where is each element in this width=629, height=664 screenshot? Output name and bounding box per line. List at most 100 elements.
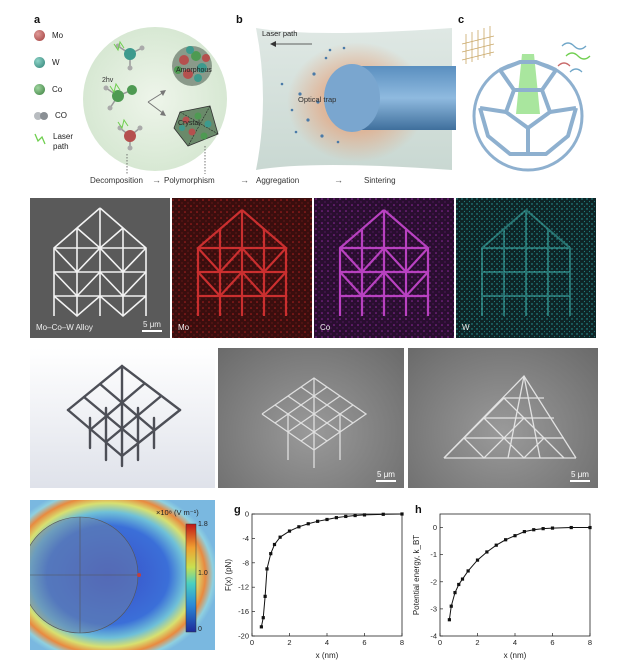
colorbar-tick-mid: 1.0 (198, 570, 208, 577)
svg-text:Laser path: Laser path (262, 29, 297, 38)
x-tick-label: 4 (513, 638, 517, 647)
data-point (259, 625, 263, 629)
flow-polymorphism: Polymorphism (164, 176, 215, 185)
colorbar-tick-min: 0 (198, 626, 202, 633)
map-label: Mo (178, 323, 190, 332)
data-point (447, 618, 451, 622)
chart-h: 0 2 4 6 8 0 -1 -2 -3 -4 x (nm) Potential energy, k_… (410, 500, 600, 662)
data-point (513, 534, 517, 538)
data-point (400, 512, 404, 516)
amorphous-cluster (172, 46, 212, 86)
data-point (261, 616, 265, 620)
y-axis-title: Potential energy, k_BT (412, 535, 421, 615)
field-map: ×10⁸ (V m⁻¹) 1.8 1.0 0 (30, 500, 215, 650)
data-point (466, 569, 470, 573)
eds-map-mo: Mo (172, 198, 312, 338)
pyramid-sem-side (443, 374, 577, 459)
panel-label-g: g (234, 504, 241, 516)
series-line (260, 513, 403, 627)
panel-label-c: c (458, 14, 465, 26)
data-point (297, 525, 301, 529)
w-distribution-image (456, 198, 596, 338)
legend-label: Mo (52, 31, 64, 40)
pyramid-lattice-cad (66, 364, 182, 468)
data-point (522, 530, 526, 534)
plot-frame (251, 513, 403, 637)
crystal-cluster (173, 105, 219, 147)
data-point (306, 522, 310, 526)
data-point (287, 529, 292, 533)
flow-arrow-icon: → (240, 175, 249, 185)
cad-model-view (30, 348, 215, 488)
data-point (269, 552, 273, 556)
data-point (325, 517, 329, 522)
legend-label: CO (55, 111, 67, 120)
data-point (494, 543, 498, 547)
flow-arrow-icon: → (334, 175, 343, 185)
scale-bar: 5 μm (376, 470, 396, 482)
data-point (485, 550, 489, 554)
x-tick-label: 4 (325, 638, 329, 647)
flow-aggregation: Aggregation (256, 176, 300, 185)
potential-chart: 0 2 4 6 8 0 -1 -2 -3 -4 x (nm) Potential energy, k_… (412, 513, 592, 660)
x-axis-title: x (nm) (316, 651, 339, 660)
y-tick-label: -1 (430, 550, 437, 559)
y-tick-label: -8 (242, 558, 249, 567)
panel-label-b: b (236, 14, 243, 26)
data-point (532, 528, 536, 532)
y-tick-label: -16 (238, 607, 249, 616)
x-axis-title: x (nm) (504, 651, 527, 660)
data-point (475, 558, 480, 562)
legend-item-laser-path: Laser path (34, 132, 83, 152)
y-tick-label: 0 (433, 523, 437, 532)
mo-distribution-image (172, 198, 312, 338)
eds-map-co: Co (314, 198, 454, 338)
scale-bar: 5 μm (142, 320, 162, 332)
legend-label: Co (52, 85, 63, 94)
legend-label: Laser path (53, 132, 74, 151)
panel-label-a: a (34, 14, 41, 26)
data-point (457, 582, 461, 587)
legend-item-co: Co (34, 84, 62, 95)
co-molecule-icon (34, 111, 48, 120)
y-tick-label: 0 (245, 510, 249, 519)
flow-sintering: Sintering (364, 176, 396, 185)
pyramid-sem-top (261, 377, 368, 468)
data-point (588, 525, 592, 530)
map-label: Mo–Co–W Alloy (36, 323, 93, 332)
svg-text:Crystal: Crystal (178, 120, 200, 127)
y-tick-label: -2 (430, 577, 437, 586)
mo-atom-icon (34, 30, 45, 41)
data-point (550, 526, 555, 530)
data-point (541, 527, 545, 531)
x-tick-label: 6 (550, 638, 554, 647)
flow-arrow-icon: → (152, 175, 161, 185)
data-point (460, 577, 465, 581)
x-tick-label: 6 (362, 638, 366, 647)
data-point (381, 512, 385, 516)
y-tick-label: -3 (430, 604, 437, 613)
eds-map-w: W (456, 198, 596, 338)
data-point (278, 535, 282, 539)
x-tick-label: 0 (250, 638, 254, 647)
data-point (353, 513, 357, 518)
x-tick-label: 0 (438, 638, 442, 647)
data-point (272, 542, 277, 547)
legend-item-carbon-monoxide: CO (34, 111, 67, 120)
y-tick-label: -4 (242, 534, 249, 543)
w-atom-icon (34, 57, 45, 68)
data-point (504, 538, 508, 542)
data-point (569, 525, 573, 530)
x-tick-label: 2 (475, 638, 479, 647)
colorbar-unit-label: ×10⁸ (V m⁻¹) (156, 508, 199, 517)
chart-g: 0 2 4 6 8 0 -4 -8 -12 -16 -20 x (nm) F(x) (pN) (222, 500, 412, 662)
svg-text:2hv: 2hv (102, 77, 114, 84)
svg-text:Amorphous: Amorphous (176, 67, 212, 74)
panel-label-h: h (415, 504, 422, 516)
data-point (263, 594, 267, 598)
y-axis-title: F(x) (pN) (224, 559, 233, 591)
force-chart: 0 2 4 6 8 0 -4 -8 -12 -16 -20 x (nm) F(x) (pN) (224, 510, 404, 661)
panel-c-illustration (458, 24, 598, 174)
svg-text:Optical trap: Optical trap (298, 95, 336, 104)
legend-item-mo: Mo (34, 30, 63, 41)
